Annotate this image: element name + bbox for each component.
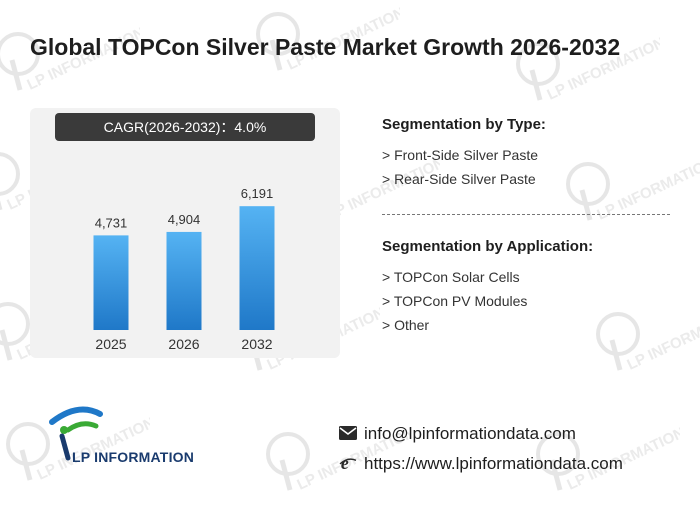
type-item-rear-side: > Rear-Side Silver Paste [382, 171, 536, 187]
browser-e-icon: e [339, 455, 357, 471]
application-item-solar-cells: > TOPCon Solar Cells [382, 269, 520, 285]
bar-2026 [166, 231, 202, 330]
lp-information-logo-icon [49, 406, 103, 461]
website-url[interactable]: https://www.lpinformationdata.com [364, 454, 623, 473]
category-label-2032: 2032 [241, 336, 272, 352]
page-title: Global TOPCon Silver Paste Market Growth… [30, 34, 621, 60]
email-address[interactable]: info@lpinformationdata.com [364, 424, 576, 443]
value-label-2032: 6,191 [241, 186, 274, 201]
category-label-2025: 2025 [95, 336, 126, 352]
section-divider [382, 214, 670, 215]
logo-text: LP INFORMATION [72, 449, 195, 465]
value-label-2026: 4,904 [168, 212, 201, 227]
application-item-pv-modules: > TOPCon PV Modules [382, 293, 528, 309]
segmentation-application-heading: Segmentation by Application: [382, 238, 594, 255]
bar-2025 [93, 235, 129, 330]
bar-2032 [239, 206, 275, 330]
contact-email: info@lpinformationdata.com [338, 424, 576, 444]
segmentation-by-application: Segmentation by Application: > TOPCon So… [382, 238, 593, 333]
bar-chart: 4,731 2025 4,904 2026 6,191 2032 [93, 186, 275, 352]
contact-website: e https://www.lpinformationdata.com [338, 454, 623, 474]
cagr-badge: CAGR(2026-2032)：4.0% [55, 113, 315, 141]
svg-text:e: e [341, 455, 349, 471]
application-item-other: > Other [382, 317, 430, 333]
segmentation-type-heading: Segmentation by Type: [382, 116, 546, 133]
segmentation-by-type: Segmentation by Type: > Front-Side Silve… [382, 116, 546, 187]
value-label-2025: 4,731 [95, 215, 128, 230]
type-item-front-side: > Front-Side Silver Paste [382, 147, 539, 163]
mail-icon [339, 426, 357, 440]
category-label-2026: 2026 [168, 336, 199, 352]
